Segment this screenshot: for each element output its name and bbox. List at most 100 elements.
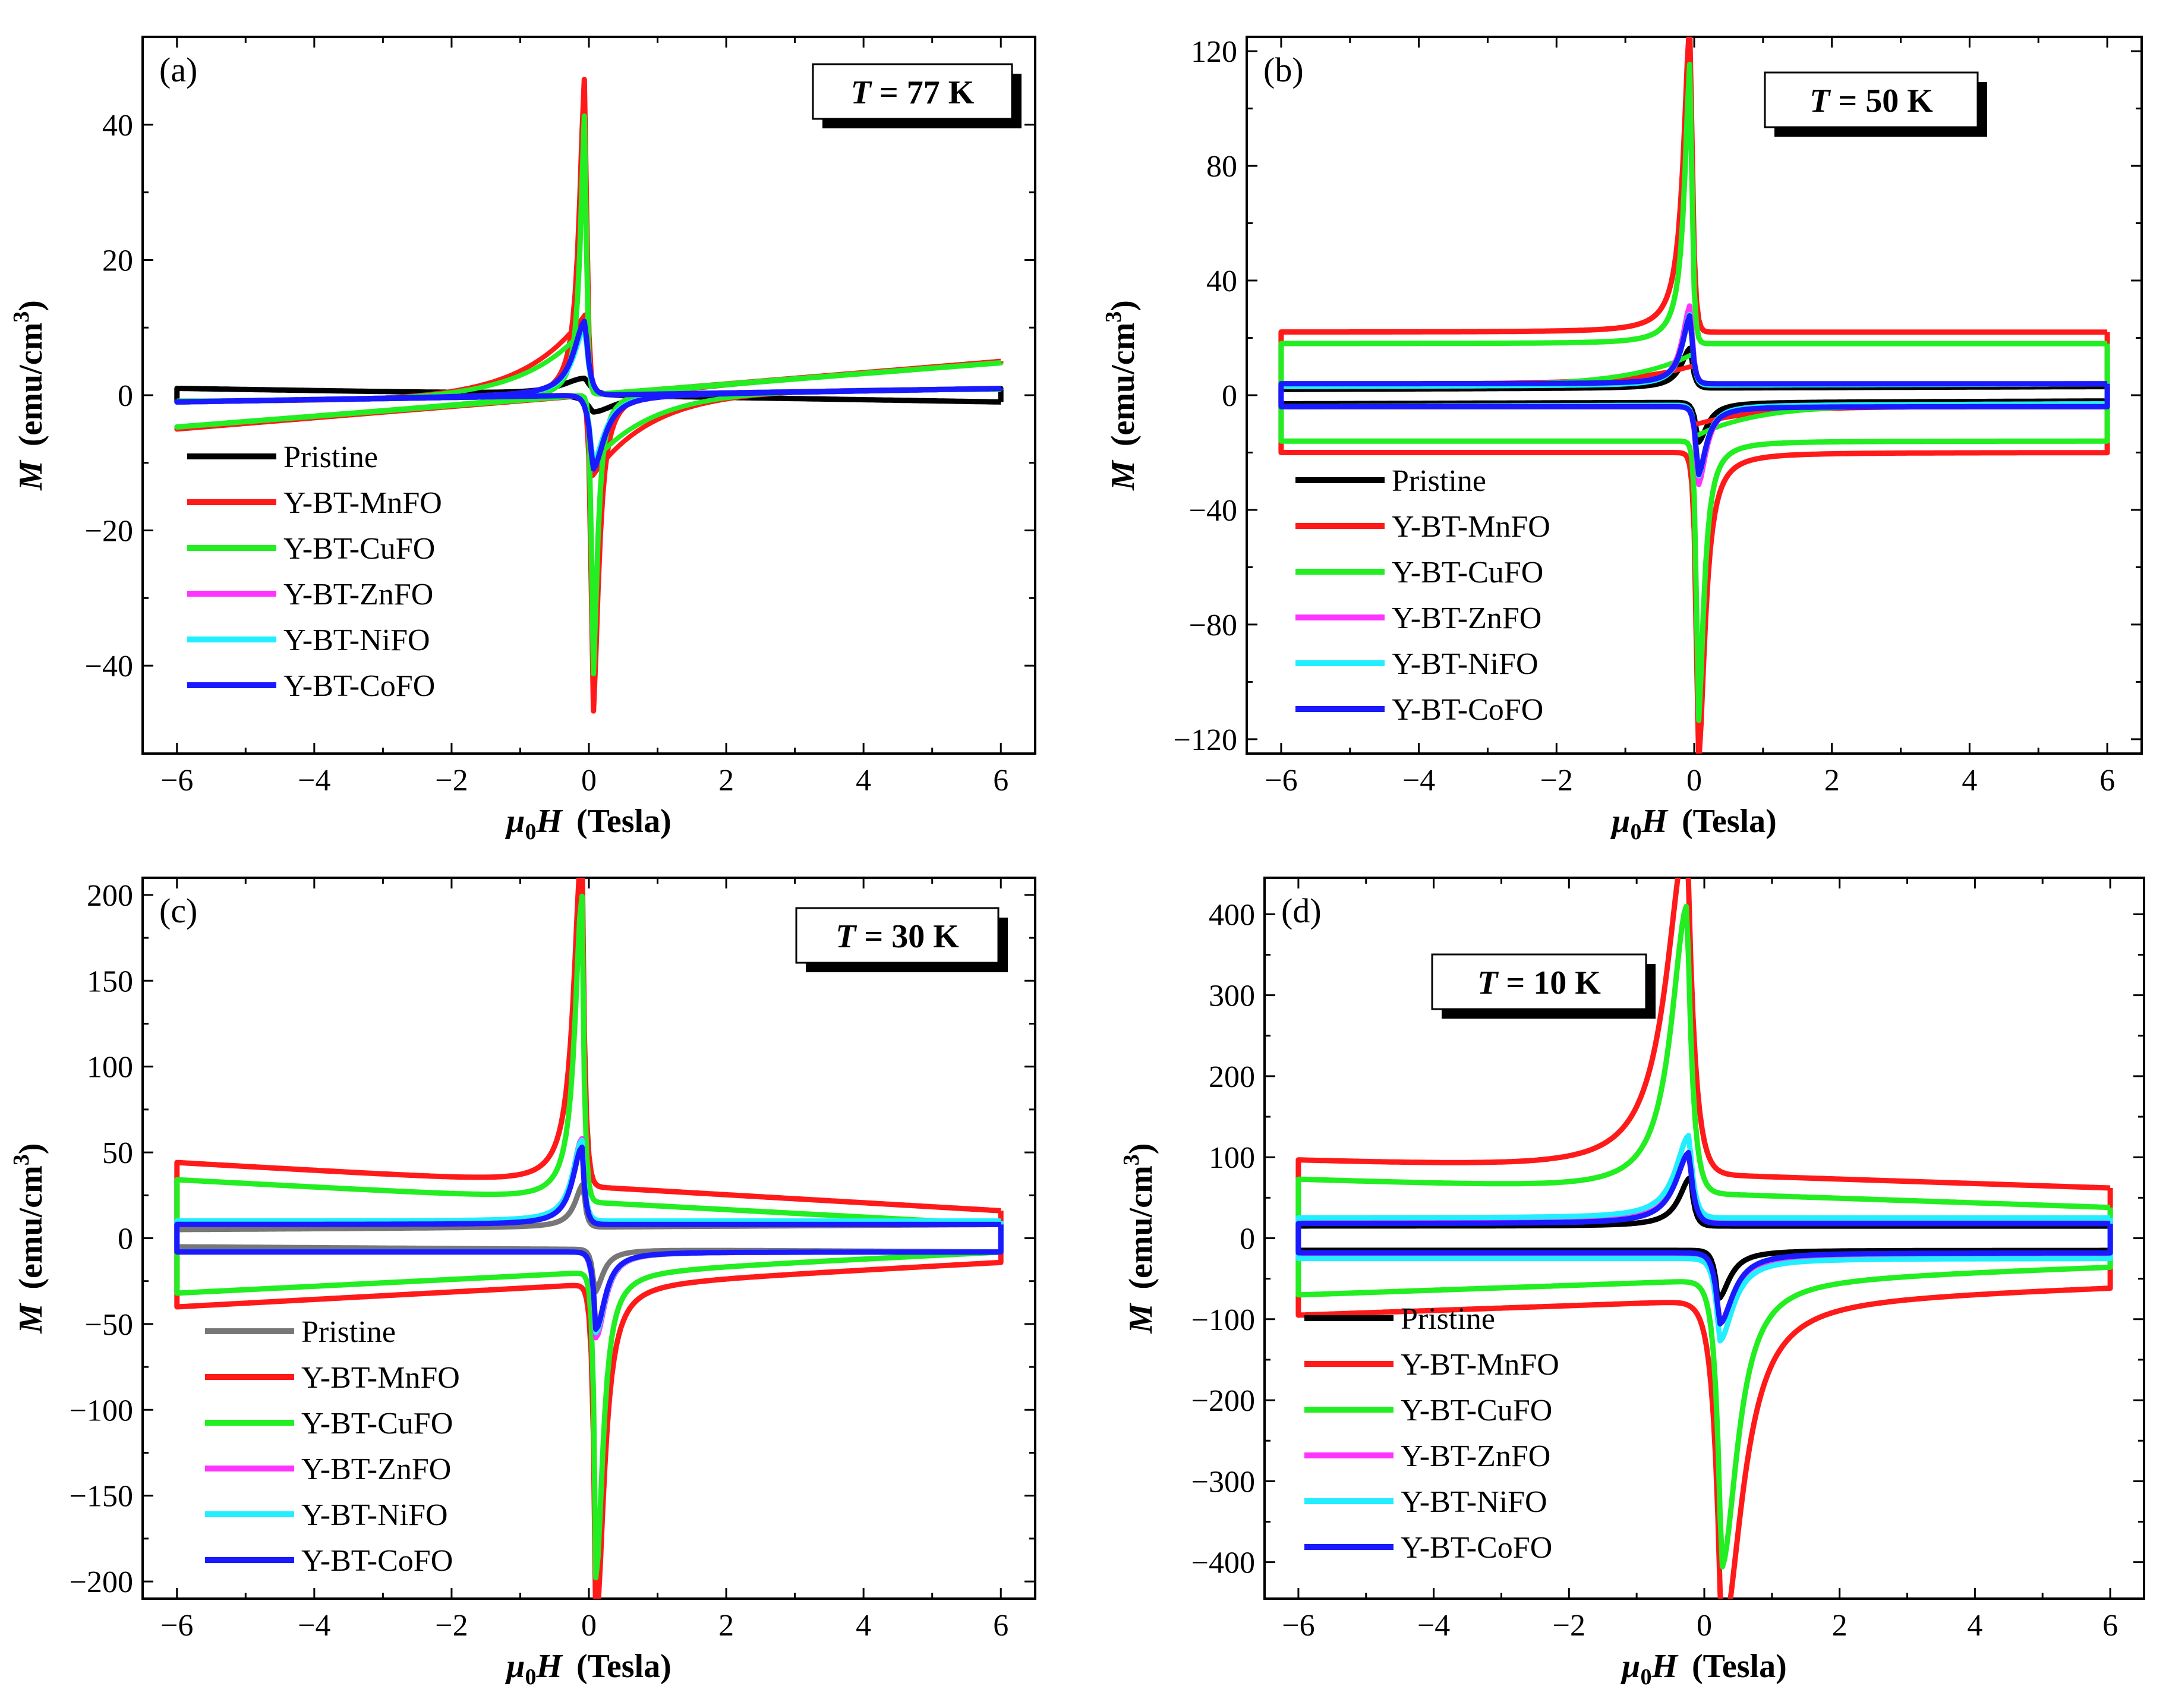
y-axis-title: M (emu/cm3) — [9, 300, 49, 491]
panel-label: (d) — [1281, 891, 1322, 930]
y-axis-title: M (emu/cm3) — [9, 1143, 49, 1334]
legend-entry: Y-BT-CoFO — [301, 1544, 453, 1578]
x-title-unit: (Tesla) — [1682, 803, 1777, 840]
x-tick-label: 2 — [718, 1609, 734, 1643]
y-title-close: ) — [1105, 300, 1142, 311]
loop-y-bt-cofo — [174, 319, 1004, 472]
curves — [174, 77, 1004, 714]
plot-frame — [1263, 877, 2145, 1600]
y-title-sup: 3 — [9, 1154, 34, 1165]
x-tick-label: 4 — [856, 1609, 871, 1643]
legend: Pristine Y-BT-MnFO Y-BT-CuFO Y-BT-ZnFO Y-BT-… — [1304, 1302, 1559, 1565]
legend-entry: Y-BT-ZnFO — [1401, 1439, 1550, 1473]
temp-box — [1431, 953, 1647, 1010]
temperature-label: T = 30 K — [836, 918, 959, 955]
legend-entry: Y-BT-MnFO — [283, 486, 442, 520]
legend-entry: Y-BT-NiFO — [1401, 1485, 1547, 1519]
panel-label: (a) — [159, 51, 197, 89]
x-title-mu: μ — [505, 1648, 525, 1685]
loop-y-bt-mnfo — [174, 77, 1004, 714]
y-title-var: M — [1105, 459, 1142, 491]
y-tick-label: 400 — [1209, 898, 1255, 932]
y-tick-label: 100 — [87, 1051, 133, 1085]
y-tick-label: −20 — [85, 515, 133, 549]
y-tick-label: 40 — [1206, 264, 1237, 298]
temp-value: = 50 K — [1830, 83, 1933, 119]
x-tick-label: −4 — [298, 764, 330, 798]
x-tick-label: 6 — [2099, 764, 2115, 798]
y-tick-label: −100 — [1191, 1303, 1255, 1337]
y-title-unit: (emu/cm — [12, 323, 49, 446]
legend-entry: Y-BT-ZnFO — [301, 1452, 451, 1486]
legend-entry: Pristine — [1392, 464, 1486, 498]
x-tick-label: −2 — [1553, 1609, 1585, 1643]
x-tick-label: −4 — [298, 1609, 330, 1643]
loop-y-bt-cufo — [174, 893, 1004, 1581]
temp-symbol: T — [851, 74, 873, 111]
y-tick-label: 200 — [87, 879, 133, 913]
panel-d: −6 −4 −2 0 2 4 6 −400 −300 −200 −100 0 100 200 300 400 μ… — [1119, 877, 2145, 1690]
x-title-unit: (Tesla) — [576, 803, 671, 840]
y-tick-label: 0 — [1240, 1222, 1255, 1256]
y-tick-label: 50 — [102, 1136, 133, 1170]
x-tick-label: −6 — [160, 764, 193, 798]
x-tick-label: 6 — [993, 764, 1008, 798]
y-title-var: M — [12, 1302, 49, 1334]
x-axis-title: μ0H (Tesla) — [1610, 803, 1776, 844]
legend-entry: Y-BT-CuFO — [1401, 1394, 1552, 1427]
legend-entry: Y-BT-CoFO — [283, 669, 435, 703]
y-tick-label: −150 — [70, 1480, 133, 1514]
x-tick-label: −2 — [435, 1609, 468, 1643]
y-tick-label: −100 — [70, 1394, 133, 1427]
y-title-sup: 3 — [9, 311, 34, 323]
y-tick-label: 0 — [118, 1222, 133, 1256]
x-title-unit: (Tesla) — [1692, 1648, 1787, 1685]
x-tick-label: 0 — [1697, 1609, 1712, 1643]
x-tick-label: −2 — [1540, 764, 1573, 798]
temp-value: = 10 K — [1498, 965, 1601, 1001]
legend-entry: Pristine — [1401, 1302, 1495, 1336]
x-tick-label: −4 — [1417, 1609, 1450, 1643]
panel-label: (b) — [1263, 51, 1304, 89]
x-tick-label: −6 — [1265, 764, 1297, 798]
y-title-unit: (emu/cm — [1123, 1165, 1159, 1289]
x-tick-label: −2 — [435, 764, 468, 798]
temp-symbol: T — [836, 918, 857, 955]
y-title-sup: 3 — [1119, 1154, 1144, 1165]
legend-entry: Y-BT-MnFO — [301, 1361, 460, 1395]
panel-c: −6 −4 −2 0 2 4 6−200−150−100−50050100150200μ0H… — [9, 877, 1036, 1690]
x-tick-label: 2 — [1832, 1609, 1848, 1643]
y-tick-label: −200 — [70, 1565, 133, 1599]
y-tick-label: 100 — [1209, 1141, 1255, 1175]
y-tick-label: −50 — [85, 1308, 133, 1342]
legend-entry: Y-BT-NiFO — [301, 1498, 448, 1532]
y-tick-label: 200 — [1209, 1060, 1255, 1094]
y-tick-label: −400 — [1191, 1546, 1255, 1580]
y-tick-label: −300 — [1191, 1465, 1255, 1499]
x-title-var: H — [1651, 1648, 1678, 1685]
y-axis-title: M (emu/cm3) — [1119, 1143, 1159, 1334]
legend-entry: Y-BT-NiFO — [1392, 647, 1539, 681]
y-title-unit: (emu/cm — [12, 1165, 49, 1289]
y-tick-label: 120 — [1191, 35, 1237, 69]
x-tick-label: 0 — [1686, 764, 1702, 798]
plot-frame — [141, 36, 1036, 755]
x-title-mu: μ — [505, 803, 525, 840]
x-tick-label: 6 — [993, 1609, 1008, 1643]
temperature-label: T = 50 K — [1809, 83, 1933, 119]
temperature-label: T = 10 K — [1477, 965, 1601, 1001]
y-tick-label: −40 — [1189, 494, 1237, 528]
y-tick-label: 20 — [102, 244, 133, 278]
loop-y-bt-cofo — [174, 1144, 1004, 1332]
y-title-unit: (emu/cm — [1105, 323, 1142, 446]
legend-entry: Pristine — [301, 1315, 396, 1349]
x-tick-label: 2 — [718, 764, 734, 798]
x-title-sub: 0 — [525, 820, 536, 844]
x-tick-label: 0 — [581, 1609, 597, 1643]
loop-y-bt-cofo — [1295, 1149, 2113, 1327]
x-tick-label: 4 — [1967, 1609, 1982, 1643]
y-tick-label: 300 — [1209, 979, 1255, 1013]
temp-box — [1764, 71, 1979, 128]
y-title-sup: 3 — [1101, 311, 1126, 323]
